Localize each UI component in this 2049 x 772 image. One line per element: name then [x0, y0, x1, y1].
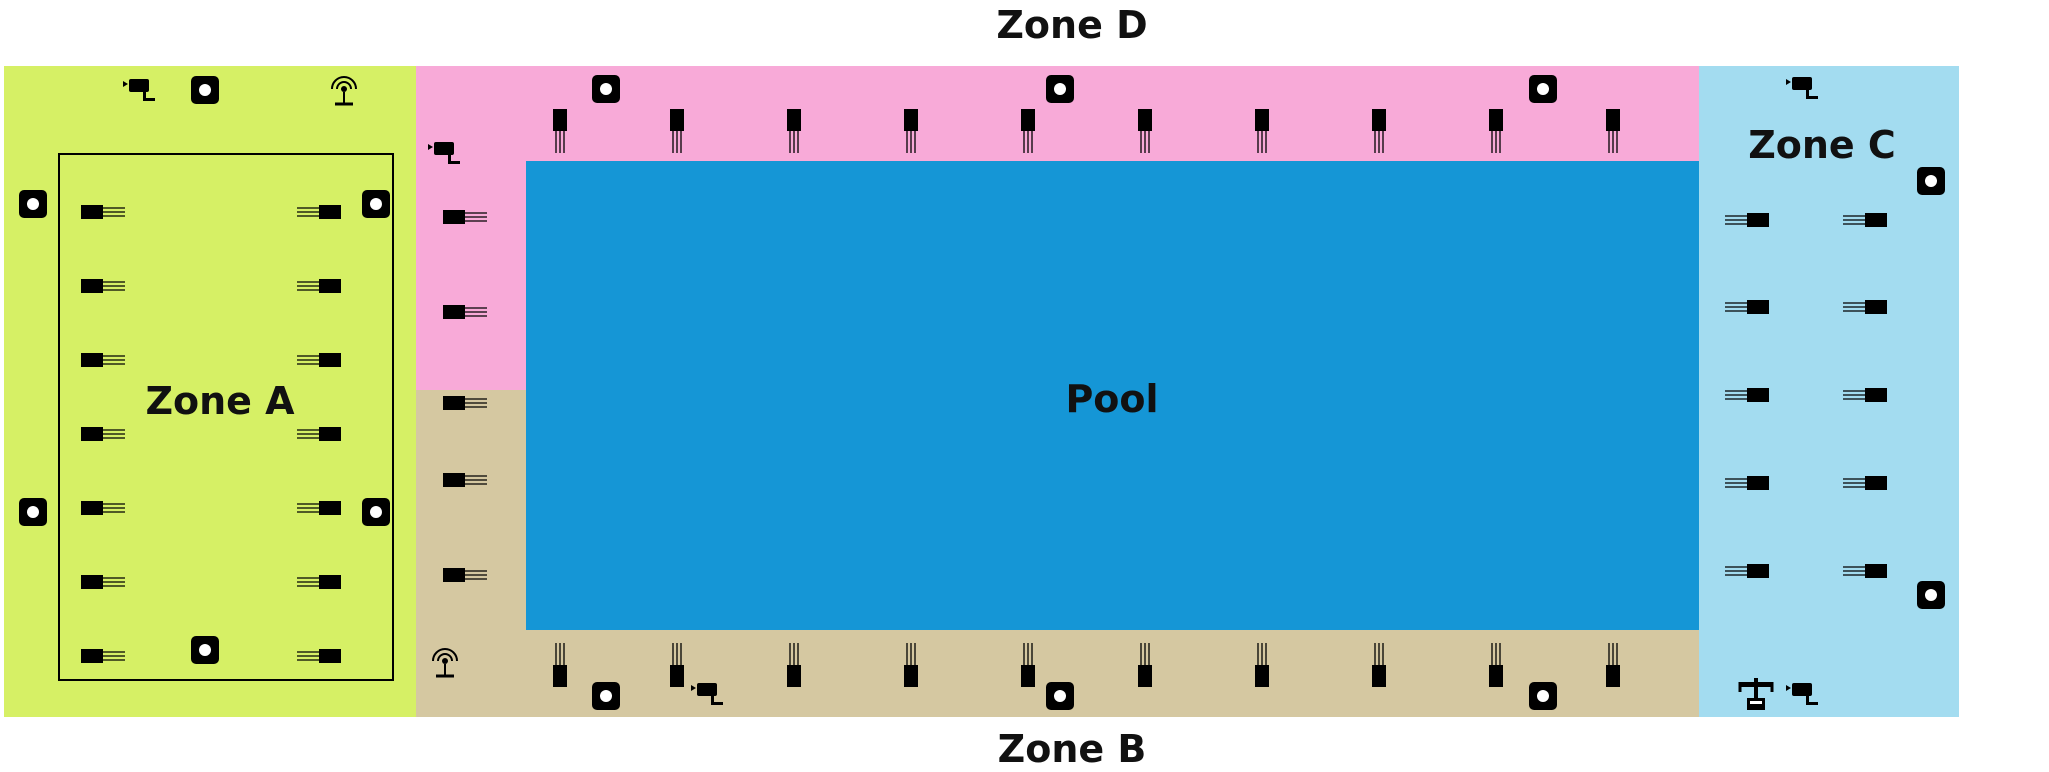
- speaker-icon: [1529, 75, 1557, 103]
- speaker-icon: [1917, 581, 1945, 609]
- speaker-icon: [191, 76, 219, 104]
- speaker-icon: [19, 498, 47, 526]
- speaker-icon: [1917, 167, 1945, 195]
- zone-d-area-left: [416, 161, 526, 390]
- speaker-icon: [1046, 682, 1074, 710]
- zone-b-label: Zone B: [998, 727, 1147, 771]
- pool-label: Pool: [1065, 377, 1158, 421]
- speaker-icon: [1529, 682, 1557, 710]
- pool-area: [526, 161, 1699, 630]
- zone-a-lounge-border: [58, 153, 394, 681]
- speaker-icon: [362, 498, 390, 526]
- zone-a-area: [4, 66, 416, 717]
- speaker-icon: [1046, 75, 1074, 103]
- zone-c-label: Zone C: [1748, 123, 1896, 167]
- speaker-icon: [19, 190, 47, 218]
- zone-a-label: Zone A: [145, 379, 295, 423]
- speaker-icon: [191, 636, 219, 664]
- zone-b-area-left: [416, 390, 526, 630]
- speaker-icon: [362, 190, 390, 218]
- speaker-icon: [592, 75, 620, 103]
- speaker-icon: [592, 682, 620, 710]
- zone-d-label: Zone D: [996, 3, 1147, 47]
